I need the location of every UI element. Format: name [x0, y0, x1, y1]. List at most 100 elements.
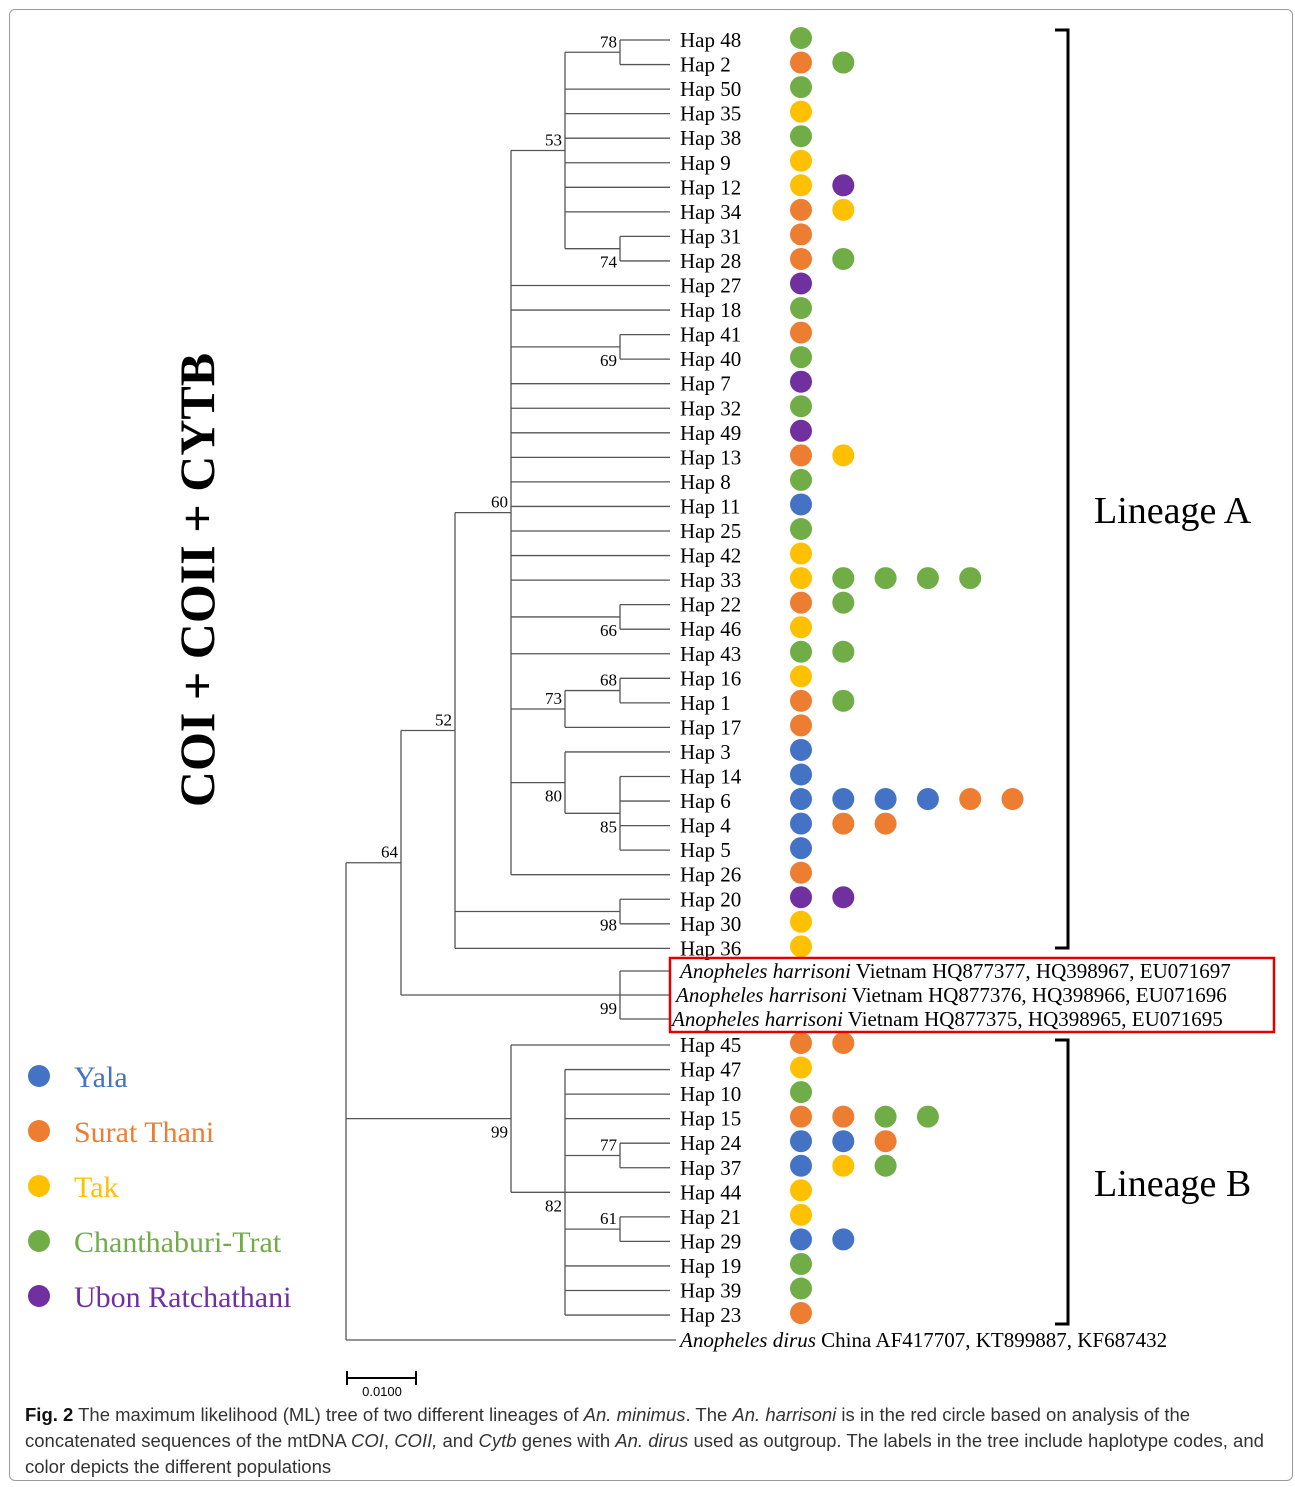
bootstrap-values: 78 53 74 69 60 66 73 68 52 80 85 64 98 99 99 77 82 61 [381, 32, 618, 1228]
population-dot-surat-thani [790, 198, 812, 221]
bootstrap-value: 98 [600, 916, 617, 935]
leaf-label: Hap 40 [680, 347, 741, 371]
population-dot-yala [790, 837, 812, 860]
population-dot-chanthaburi-trat [790, 1252, 812, 1275]
leaf-label: Hap 33 [680, 568, 741, 592]
legend-label-ubon-ratchathani: Ubon Ratchathani [74, 1281, 291, 1314]
leaf-label: Hap 34 [680, 200, 742, 224]
population-dot-yala [790, 493, 812, 516]
bootstrap-value: 68 [600, 671, 617, 690]
population-dot-surat-thani [790, 321, 812, 344]
population-dot-surat-thani [832, 1105, 855, 1128]
population-dot-surat-thani [790, 247, 812, 270]
population-dot-surat-thani [1001, 788, 1024, 811]
population-dot-chanthaburi-trat [790, 76, 812, 99]
legend-swatch-tak [28, 1175, 50, 1197]
population-dot-surat-thani [832, 1032, 855, 1054]
leaf-label: Hap 38 [680, 126, 741, 150]
population-dot-tak [790, 665, 812, 688]
harrisoni-species: Anopheles harrisoni [678, 959, 851, 983]
bootstrap-value: 80 [545, 787, 562, 806]
population-dot-yala [832, 788, 855, 811]
population-dot-chanthaburi-trat [874, 567, 897, 590]
tree-title: COI + COII + CYTB [169, 353, 225, 807]
harrisoni-accessions: Vietnam HQ877375, HQ398965, EU071695 [843, 1007, 1223, 1031]
leaf-label: Hap 42 [680, 544, 741, 568]
population-dot-yala [790, 1154, 812, 1177]
bootstrap-value: 78 [600, 32, 617, 51]
leaf-label: Hap 45 [680, 1033, 741, 1057]
caption-text-5: and [437, 1430, 479, 1451]
legend-swatch-yala [28, 1065, 50, 1087]
population-dot-chanthaburi-trat [790, 468, 812, 491]
population-dot-chanthaburi-trat [790, 125, 812, 148]
figure-caption: Fig. 2 The maximum likelihood (ML) tree … [25, 1402, 1270, 1480]
bootstrap-value: 53 [545, 130, 562, 149]
leaf-label: Hap 20 [680, 887, 741, 911]
leaf-label: Hap 29 [680, 1229, 741, 1253]
leaf-label: Hap 21 [680, 1205, 741, 1229]
lineage-a-label: Lineage A [1094, 490, 1252, 532]
population-dot-tak [790, 1203, 812, 1226]
population-dot-surat-thani [790, 714, 812, 737]
bootstrap-value: 60 [491, 493, 508, 512]
legend-swatch-chanthaburi-trat [28, 1230, 50, 1252]
leaf-label: Hap 2 [680, 53, 731, 77]
bootstrap-value: 85 [600, 817, 617, 836]
leaf-label: Hap 46 [680, 617, 741, 641]
population-dot-chanthaburi-trat [874, 1154, 897, 1177]
bootstrap-value: 73 [545, 689, 562, 708]
leaf-label: Hap 15 [680, 1107, 741, 1131]
leaf-label: Hap 35 [680, 102, 741, 126]
leaf-label: Hap 10 [680, 1082, 741, 1106]
population-dot-chanthaburi-trat [790, 1081, 812, 1104]
harrisoni-label: Anopheles harrisoni Vietnam HQ877377, HQ… [678, 959, 1231, 983]
caption-text-3: is in the red circle based on analysis o… [25, 1404, 1191, 1451]
population-dot-ubon-ratchathani [790, 370, 812, 393]
leaf-label: Hap 13 [680, 445, 741, 469]
leaf-label: Hap 32 [680, 396, 741, 420]
legend-swatch-surat-thani [28, 1120, 50, 1142]
population-dot-ubon-ratchathani [832, 886, 855, 909]
population-dot-chanthaburi-trat [916, 567, 939, 590]
population-dot-surat-thani [790, 51, 812, 74]
population-dot-surat-thani [874, 812, 897, 835]
scale-bar-label: 0.0100 [362, 1384, 402, 1399]
population-dot-yala [790, 1130, 812, 1153]
population-dot-surat-thani [790, 1032, 812, 1054]
harrisoni-accessions: Vietnam HQ877376, HQ398966, EU071696 [847, 983, 1227, 1007]
leaf-label: Hap 24 [680, 1131, 742, 1155]
population-dot-surat-thani [790, 444, 812, 467]
population-dot-surat-thani [959, 788, 982, 811]
lineage-a-bracket [1055, 28, 1070, 950]
bootstrap-value: 82 [545, 1196, 562, 1215]
population-dot-tak [832, 1154, 855, 1177]
scale-bar [346, 1371, 417, 1385]
leaf-label: Hap 43 [680, 642, 741, 666]
bootstrap-value: 69 [600, 351, 617, 370]
population-dot-surat-thani [790, 591, 812, 614]
leaf-label: Hap 44 [680, 1180, 742, 1204]
legend: Yala Surat Thani Tak Chanthaburi-Trat Ubon R… [28, 1061, 291, 1314]
bootstrap-value: 99 [491, 1123, 508, 1142]
caption-fig-label: Fig. 2 [25, 1404, 74, 1425]
population-dot-tak [790, 174, 812, 197]
bootstrap-value: 77 [600, 1135, 618, 1154]
legend-swatch-ubon-ratchathani [28, 1285, 50, 1307]
population-dot-chanthaburi-trat [832, 247, 855, 270]
caption-text-6: genes with [516, 1430, 616, 1451]
tree-branches [345, 39, 676, 1341]
population-dot-chanthaburi-trat [832, 640, 855, 663]
figure-frame [9, 9, 1293, 1481]
outgroup-species: Anopheles dirus [678, 1328, 816, 1352]
population-dot-yala [790, 812, 812, 835]
leaf-label: Hap 23 [680, 1303, 741, 1327]
leaf-label: Hap 22 [680, 593, 741, 617]
population-dot-surat-thani [874, 1130, 897, 1153]
caption-text-4: , [383, 1430, 395, 1451]
population-dot-chanthaburi-trat [790, 346, 812, 369]
leaf-label: Hap 36 [680, 936, 741, 960]
population-dot-chanthaburi-trat [790, 27, 812, 49]
bootstrap-value: 61 [600, 1209, 617, 1228]
